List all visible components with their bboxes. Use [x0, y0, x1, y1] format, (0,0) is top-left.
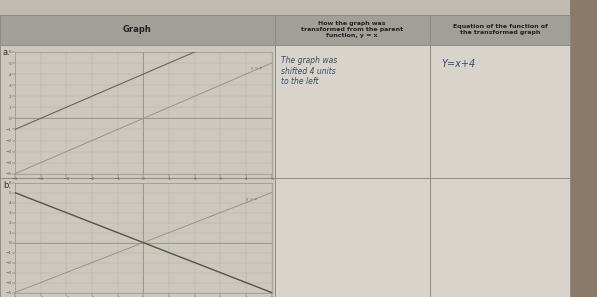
Bar — [430, 45, 570, 178]
Text: y = x: y = x — [246, 197, 257, 201]
Bar — [275, 45, 430, 178]
Text: y = x: y = x — [251, 66, 262, 69]
Text: a.: a. — [3, 48, 11, 56]
Bar — [0, 45, 275, 178]
Text: Equation of the function of
the transformed graph: Equation of the function of the transfor… — [453, 24, 547, 35]
Bar — [430, 15, 570, 45]
Bar — [0, 15, 275, 45]
Text: The graph was
shifted 4 units
to the left: The graph was shifted 4 units to the lef… — [281, 56, 337, 86]
Bar — [275, 15, 430, 45]
Text: b.: b. — [3, 181, 11, 190]
Bar — [0, 178, 275, 297]
Text: Y=x+4: Y=x+4 — [442, 59, 476, 69]
Text: Graph: Graph — [123, 25, 152, 34]
Bar — [430, 178, 570, 297]
Bar — [0, 0, 570, 15]
Bar — [275, 178, 430, 297]
Bar — [570, 0, 597, 297]
Text: How the graph was
transformed from the parent
function, y = x: How the graph was transformed from the p… — [301, 21, 404, 38]
